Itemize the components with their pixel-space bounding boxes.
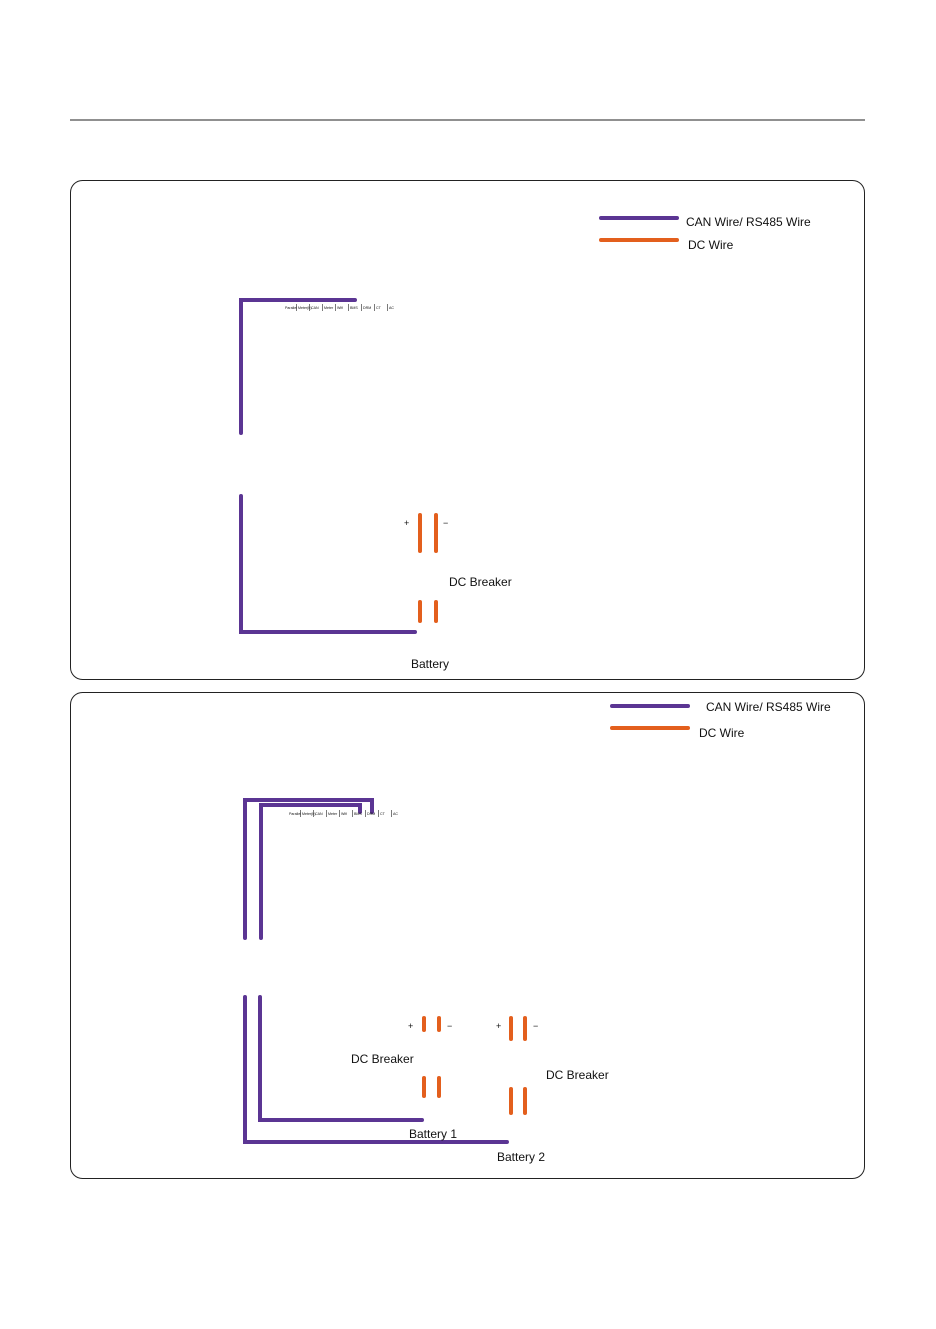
plus-label: + <box>404 518 409 528</box>
legend-label: CAN Wire/ RS485 Wire <box>686 215 811 229</box>
minus-label: − <box>443 518 448 528</box>
port-label: Meter <box>324 306 334 310</box>
port-label: Parallel <box>289 812 301 816</box>
legend-label: DC Wire <box>699 726 745 740</box>
breaker-label: DC Breaker <box>351 1052 414 1066</box>
port-label: BMS <box>354 812 362 816</box>
port-label: CT <box>376 306 382 310</box>
port-labels: Parallel Meter(b) CAN Meter Wifi BMS DRM CT AC <box>289 810 398 817</box>
legend-label: DC Wire <box>688 238 734 252</box>
port-labels: Parallel Meter(b) CAN Meter Wifi BMS DRM CT AC <box>285 304 394 311</box>
port-label: AC <box>393 812 398 816</box>
port-label: CAN <box>315 812 323 816</box>
can-wire <box>243 995 509 1144</box>
legend-label: CAN Wire/ RS485 Wire <box>706 700 831 714</box>
port-label: AC <box>389 306 394 310</box>
port-label: DRM <box>367 812 375 816</box>
port-label: Wifi <box>337 306 343 310</box>
port-label: DRM <box>363 306 371 310</box>
breaker-label: DC Breaker <box>449 575 512 589</box>
port-label: BMS <box>350 306 358 310</box>
port-label: Meter(b) <box>298 306 312 310</box>
port-label: CT <box>380 812 386 816</box>
plus-label: + <box>408 1021 413 1031</box>
battery-label: Battery <box>411 657 449 671</box>
port-label: Wifi <box>341 812 347 816</box>
port-label: CAN <box>311 306 319 310</box>
can-wire <box>243 798 374 940</box>
panel-frame <box>70 180 865 680</box>
panel-frame <box>70 692 865 1179</box>
port-label: Meter(b) <box>302 812 316 816</box>
plus-label: + <box>496 1021 501 1031</box>
battery-label: Battery 1 <box>409 1127 457 1141</box>
can-wire <box>259 803 362 940</box>
battery-label: Battery 2 <box>497 1150 545 1164</box>
minus-label: − <box>533 1021 538 1031</box>
can-wire <box>258 995 424 1122</box>
port-label: Meter <box>328 812 338 816</box>
breaker-label: DC Breaker <box>546 1068 609 1082</box>
port-label: Parallel <box>285 306 297 310</box>
minus-label: − <box>447 1021 452 1031</box>
can-wire <box>239 298 357 435</box>
can-wire <box>239 494 417 634</box>
